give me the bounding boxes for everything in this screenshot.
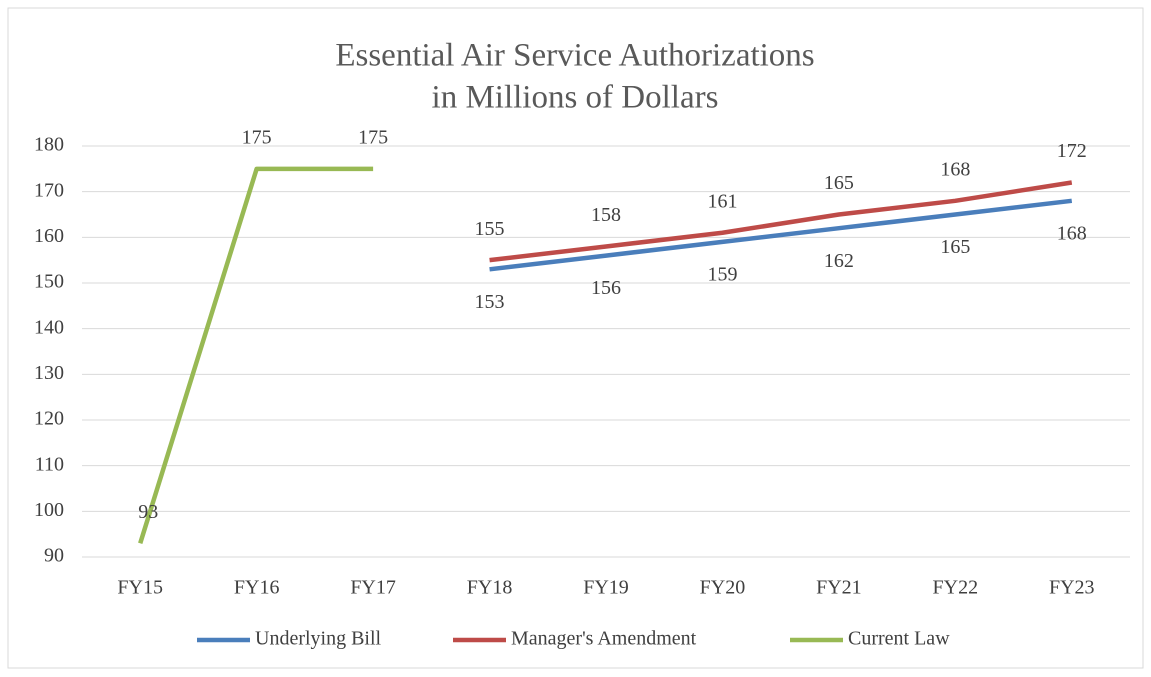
data-label: 161 <box>707 190 737 212</box>
legend-label: Underlying Bill <box>255 628 382 650</box>
data-label: 168 <box>940 158 970 180</box>
y-tick-label: 130 <box>34 362 64 384</box>
data-label: 153 <box>475 291 505 313</box>
data-label: 93 <box>138 501 158 523</box>
x-tick-label: FY21 <box>816 577 862 599</box>
y-tick-label: 180 <box>34 134 64 156</box>
x-tick-label: FY15 <box>117 577 163 599</box>
y-tick-label: 150 <box>34 271 64 293</box>
data-label: 165 <box>824 172 854 194</box>
data-label: 168 <box>1057 222 1087 244</box>
chart-title: in Millions of Dollars <box>432 80 719 116</box>
data-label: 155 <box>475 218 505 240</box>
series-line <box>489 198 1073 272</box>
x-tick-label: FY23 <box>1049 577 1095 599</box>
series-line <box>489 180 1073 263</box>
data-label: 158 <box>591 204 621 226</box>
y-tick-label: 170 <box>34 179 64 201</box>
y-tick-label: 100 <box>34 499 64 521</box>
chart-title: Essential Air Service Authorizations <box>335 38 814 74</box>
data-label: 162 <box>824 250 854 272</box>
x-tick-label: FY19 <box>583 577 629 599</box>
y-tick-label: 120 <box>34 408 64 430</box>
x-tick-label: FY17 <box>350 577 396 599</box>
data-label: 156 <box>591 277 621 299</box>
series-line <box>138 166 374 544</box>
x-tick-label: FY22 <box>933 577 979 599</box>
y-tick-label: 110 <box>35 453 64 475</box>
legend-label: Manager's Amendment <box>511 628 697 650</box>
x-tick-label: FY18 <box>467 577 513 599</box>
data-label: 159 <box>707 263 737 285</box>
y-tick-label: 90 <box>44 545 64 567</box>
chart-border <box>7 7 1144 669</box>
legend-label: Current Law <box>848 628 950 650</box>
data-label: 175 <box>242 126 272 148</box>
data-label: 172 <box>1057 140 1087 162</box>
x-tick-label: FY20 <box>700 577 746 599</box>
data-label: 175 <box>358 126 388 148</box>
data-label: 165 <box>940 236 970 258</box>
y-tick-label: 140 <box>34 316 64 338</box>
x-tick-label: FY16 <box>234 577 280 599</box>
y-tick-label: 160 <box>34 225 64 247</box>
